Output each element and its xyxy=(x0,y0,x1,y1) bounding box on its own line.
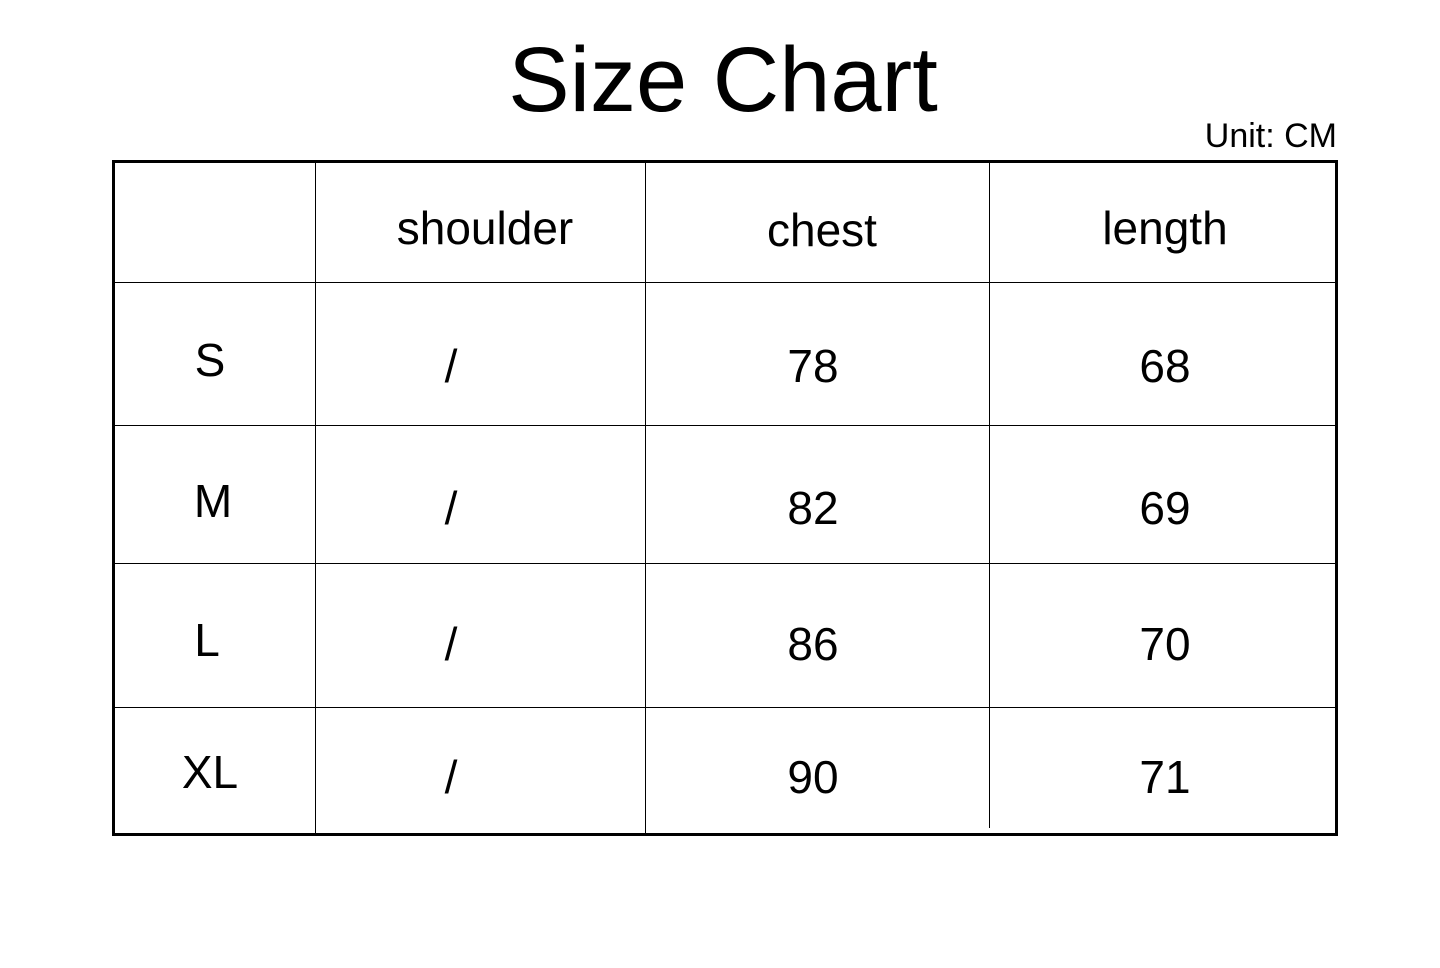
shoulder-value: / xyxy=(444,340,458,392)
size-label: S xyxy=(194,334,226,386)
column-divider xyxy=(989,163,990,828)
length-value: 69 xyxy=(1139,482,1191,534)
chest-value: 86 xyxy=(787,618,839,670)
chest-value: 78 xyxy=(787,340,839,392)
row-divider xyxy=(115,425,1335,426)
chest-value: 90 xyxy=(787,751,839,803)
row-divider xyxy=(115,707,1335,708)
header-chest: chest xyxy=(767,204,877,256)
length-value: 68 xyxy=(1139,340,1191,392)
size-table: shoulder chest length S / 78 68 M / 82 6… xyxy=(112,160,1338,836)
size-label: L xyxy=(194,614,220,666)
row-divider xyxy=(115,563,1335,564)
shoulder-value: / xyxy=(444,482,458,534)
size-label: XL xyxy=(181,746,239,798)
length-value: 71 xyxy=(1139,751,1191,803)
header-length: length xyxy=(1102,202,1228,254)
column-divider xyxy=(315,163,316,833)
page-title: Size Chart xyxy=(508,29,938,131)
unit-label: Unit: CM xyxy=(1204,117,1337,155)
length-value: 70 xyxy=(1139,618,1191,670)
shoulder-value: / xyxy=(444,618,458,670)
column-divider xyxy=(645,163,646,833)
header-shoulder: shoulder xyxy=(396,202,574,254)
row-divider xyxy=(115,282,1335,283)
size-label: M xyxy=(193,475,233,527)
chest-value: 82 xyxy=(787,482,839,534)
shoulder-value: / xyxy=(444,751,458,803)
